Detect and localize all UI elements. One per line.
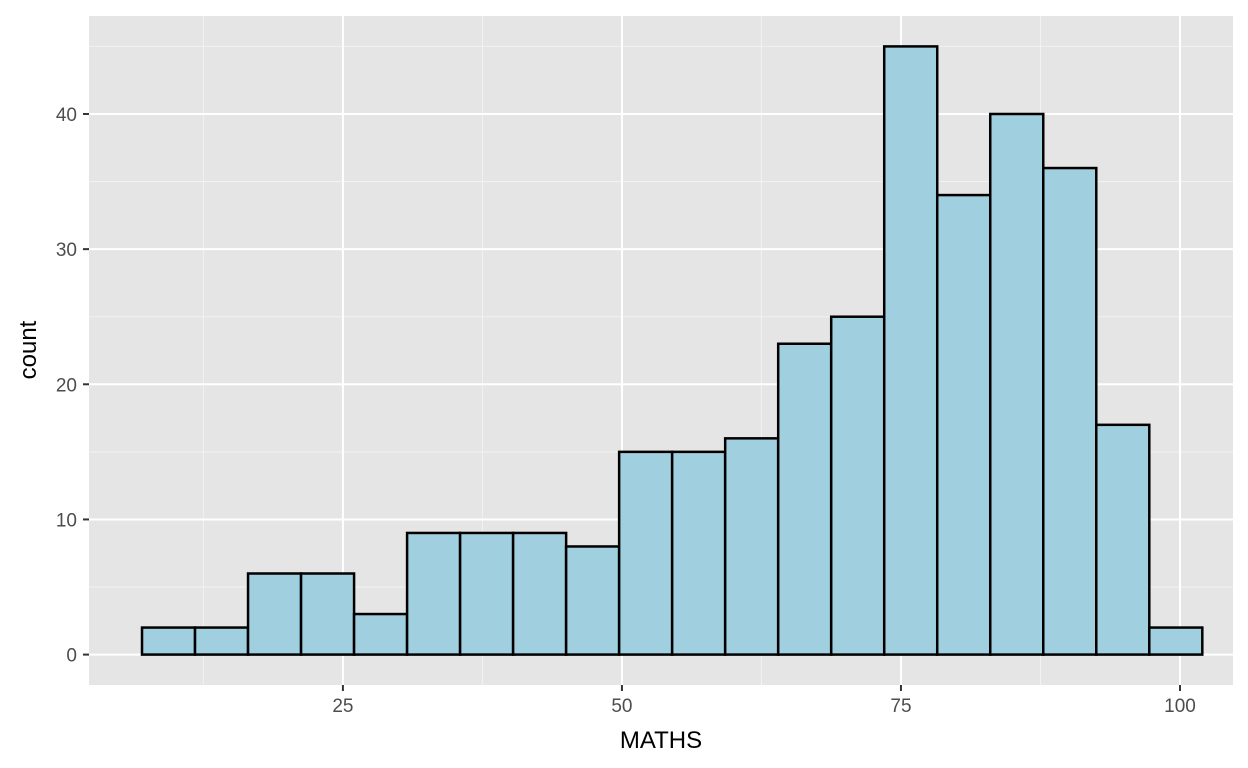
histogram-bars bbox=[140, 45, 1204, 656]
histogram-bar bbox=[1148, 626, 1204, 656]
y-tick-label: 10 bbox=[56, 510, 77, 531]
histogram-bar bbox=[1095, 423, 1151, 656]
histogram-bar bbox=[299, 572, 356, 656]
y-axis-title: count bbox=[15, 320, 42, 379]
histogram-bar bbox=[140, 626, 197, 656]
histogram-bar bbox=[1042, 166, 1098, 656]
y-tick-label: 20 bbox=[56, 375, 77, 396]
histogram-bar bbox=[564, 545, 621, 656]
histogram-bar bbox=[511, 531, 568, 656]
histogram-bar bbox=[458, 531, 515, 656]
x-axis-title: MATHS bbox=[620, 727, 702, 754]
histogram-bar bbox=[935, 193, 992, 656]
y-tick-label: 0 bbox=[66, 646, 77, 667]
histogram-bar bbox=[829, 315, 886, 656]
x-tick-label: 100 bbox=[1164, 696, 1196, 717]
histogram-bar bbox=[405, 531, 462, 656]
histogram-bar bbox=[617, 450, 674, 656]
histogram-bar bbox=[723, 437, 780, 656]
histogram-bar bbox=[246, 572, 303, 656]
histogram-bar bbox=[352, 612, 409, 656]
x-tick-label: 75 bbox=[890, 696, 911, 717]
x-tick-label: 50 bbox=[611, 696, 632, 717]
y-tick-label: 30 bbox=[56, 240, 77, 261]
histogram-bar bbox=[988, 112, 1045, 656]
x-axis-ticks: 25 50 75 100 bbox=[332, 685, 1196, 717]
histogram-bar bbox=[670, 450, 727, 656]
y-axis-ticks: 0 10 20 30 40 bbox=[56, 105, 89, 667]
x-tick-label: 25 bbox=[332, 696, 353, 717]
histogram-bar bbox=[776, 342, 833, 656]
histogram-bar bbox=[882, 45, 939, 656]
histogram-bar bbox=[193, 626, 250, 656]
y-tick-label: 40 bbox=[56, 105, 77, 126]
